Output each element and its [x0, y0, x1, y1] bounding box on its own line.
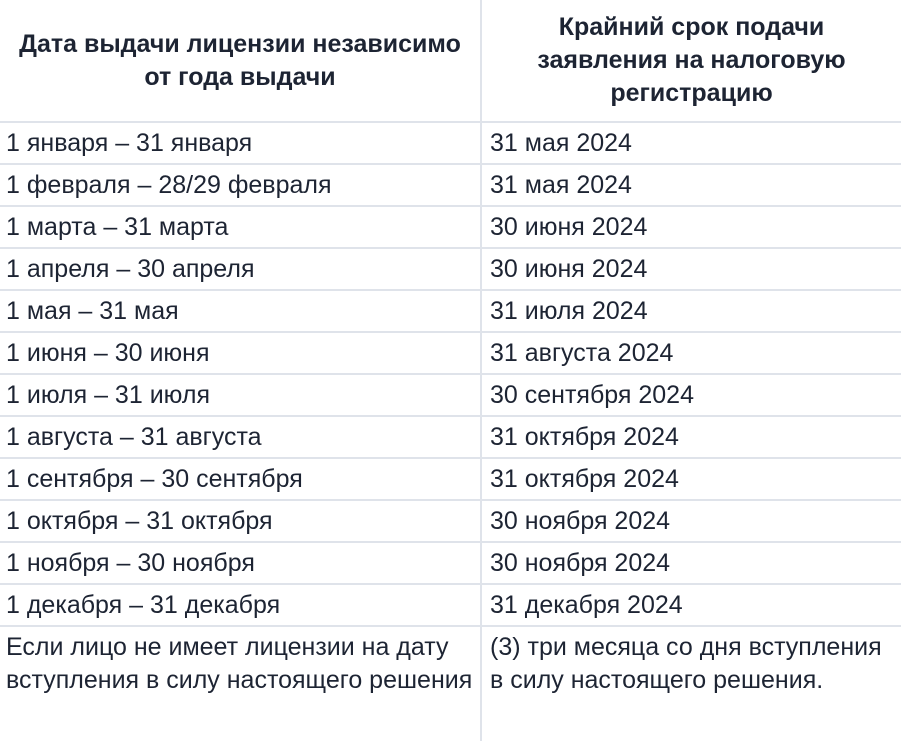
header-license-date: Дата выдачи лицензии независимо от года …: [0, 0, 481, 123]
period-cell: 1 декабря – 31 декабря: [0, 584, 481, 627]
period-cell: 1 ноября – 30 ноября: [0, 542, 481, 585]
header-deadline-label: Крайний срок подачи заявления на налогов…: [537, 13, 846, 107]
table-row: 1 мая – 31 мая 31 июля 2024: [0, 290, 901, 333]
table-row: 1 ноября – 30 ноября 30 ноября 2024: [0, 542, 901, 585]
header-license-date-label: Дата выдачи лицензии независимо от года …: [19, 29, 461, 91]
header-row: Дата выдачи лицензии независимо от года …: [0, 0, 901, 123]
deadline-cell: 30 сентября 2024: [480, 374, 901, 417]
period-cell: 1 января – 31 января: [0, 122, 481, 165]
deadline-cell: 31 октября 2024: [480, 458, 901, 501]
period-cell: 1 августа – 31 августа: [0, 416, 481, 459]
deadline-cell: 31 августа 2024: [480, 332, 901, 375]
period-cell: 1 июня – 30 июня: [0, 332, 481, 375]
period-cell: 1 сентября – 30 сентября: [0, 458, 481, 501]
period-cell: 1 марта – 31 марта: [0, 206, 481, 249]
deadline-cell: 30 ноября 2024: [480, 542, 901, 585]
deadline-cell: 31 июля 2024: [480, 290, 901, 333]
deadline-cell: 31 мая 2024: [480, 122, 901, 165]
table-header: Дата выдачи лицензии независимо от года …: [0, 0, 901, 123]
header-deadline: Крайний срок подачи заявления на налогов…: [480, 0, 901, 123]
note-row: Если лицо не имеет лицензии на дату всту…: [0, 626, 901, 741]
table-row: 1 декабря – 31 декабря 31 декабря 2024: [0, 584, 901, 627]
table-body: 1 января – 31 января 31 мая 2024 1 февра…: [0, 122, 901, 741]
note-period-cell: Если лицо не имеет лицензии на дату всту…: [6, 633, 473, 694]
table-row: 1 октября – 31 октября 30 ноября 2024: [0, 500, 901, 543]
deadline-cell: 31 октября 2024: [480, 416, 901, 459]
period-cell: 1 мая – 31 мая: [0, 290, 481, 333]
table-row: 1 апреля – 30 апреля 30 июня 2024: [0, 248, 901, 291]
period-cell: 1 октября – 31 октября: [0, 500, 481, 543]
period-cell: 1 февраля – 28/29 февраля: [0, 164, 481, 207]
deadline-cell: 30 июня 2024: [480, 206, 901, 249]
deadline-cell: 31 декабря 2024: [480, 584, 901, 627]
note-deadline-cell: (3) три месяца со дня вступления в силу …: [480, 626, 901, 741]
deadline-cell: 30 ноября 2024: [480, 500, 901, 543]
table-row: 1 января – 31 января 31 мая 2024: [0, 122, 901, 165]
deadline-cell: 31 мая 2024: [480, 164, 901, 207]
deadline-cell: 30 июня 2024: [480, 248, 901, 291]
table-row: 1 августа – 31 августа 31 октября 2024: [0, 416, 901, 459]
table-row: 1 марта – 31 марта 30 июня 2024: [0, 206, 901, 249]
table-row: 1 сентября – 30 сентября 31 октября 2024: [0, 458, 901, 501]
table-row: 1 февраля – 28/29 февраля 31 мая 2024: [0, 164, 901, 207]
table-row: 1 июля – 31 июля 30 сентября 2024: [0, 374, 901, 417]
period-cell: 1 июля – 31 июля: [0, 374, 481, 417]
table-row: 1 июня – 30 июня 31 августа 2024: [0, 332, 901, 375]
period-cell: 1 апреля – 30 апреля: [0, 248, 481, 291]
